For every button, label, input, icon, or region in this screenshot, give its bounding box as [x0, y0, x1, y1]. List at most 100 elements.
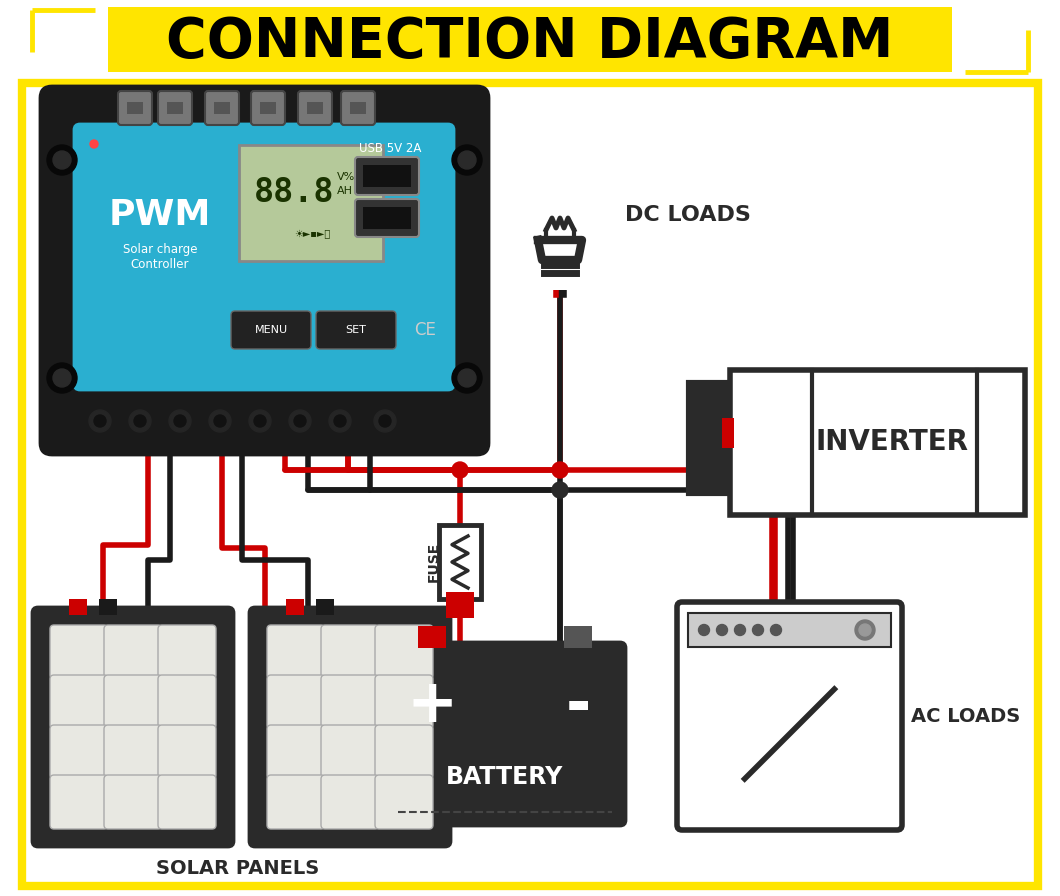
Circle shape: [249, 410, 271, 432]
FancyBboxPatch shape: [688, 613, 891, 647]
FancyBboxPatch shape: [238, 145, 383, 261]
FancyBboxPatch shape: [439, 525, 481, 599]
FancyBboxPatch shape: [50, 725, 108, 779]
Circle shape: [458, 369, 476, 387]
FancyBboxPatch shape: [510, 240, 609, 290]
FancyBboxPatch shape: [214, 102, 230, 114]
Circle shape: [329, 410, 351, 432]
Circle shape: [209, 410, 231, 432]
FancyBboxPatch shape: [363, 207, 411, 229]
FancyBboxPatch shape: [321, 775, 379, 829]
FancyBboxPatch shape: [158, 91, 192, 125]
FancyBboxPatch shape: [32, 607, 234, 847]
Circle shape: [169, 410, 191, 432]
FancyBboxPatch shape: [104, 775, 162, 829]
Text: SOLAR PANELS: SOLAR PANELS: [157, 858, 320, 877]
FancyBboxPatch shape: [260, 102, 276, 114]
FancyBboxPatch shape: [321, 625, 379, 679]
FancyBboxPatch shape: [167, 102, 183, 114]
FancyBboxPatch shape: [231, 311, 311, 349]
FancyBboxPatch shape: [158, 625, 216, 679]
Circle shape: [174, 415, 185, 427]
FancyBboxPatch shape: [249, 607, 450, 847]
Text: ☀►▪►💡: ☀►▪►💡: [294, 228, 330, 238]
Text: SET: SET: [346, 325, 367, 335]
Circle shape: [129, 410, 151, 432]
Text: AH: AH: [337, 186, 353, 196]
FancyBboxPatch shape: [69, 599, 87, 615]
FancyBboxPatch shape: [375, 775, 432, 829]
FancyBboxPatch shape: [286, 599, 304, 615]
FancyBboxPatch shape: [355, 157, 419, 195]
Circle shape: [452, 462, 469, 478]
Circle shape: [294, 415, 306, 427]
FancyBboxPatch shape: [375, 725, 432, 779]
Circle shape: [214, 415, 226, 427]
Text: CONNECTION DIAGRAM: CONNECTION DIAGRAM: [166, 15, 894, 69]
FancyBboxPatch shape: [158, 775, 216, 829]
FancyBboxPatch shape: [363, 165, 411, 187]
FancyBboxPatch shape: [99, 599, 117, 615]
Circle shape: [717, 625, 727, 635]
FancyBboxPatch shape: [104, 675, 162, 729]
FancyBboxPatch shape: [384, 642, 626, 826]
Circle shape: [47, 145, 77, 175]
Text: MENU: MENU: [254, 325, 287, 335]
Circle shape: [334, 415, 346, 427]
Circle shape: [254, 415, 266, 427]
Circle shape: [552, 482, 568, 498]
FancyBboxPatch shape: [267, 725, 325, 779]
Circle shape: [53, 151, 71, 169]
Circle shape: [699, 625, 709, 635]
Circle shape: [94, 415, 106, 427]
FancyBboxPatch shape: [722, 418, 734, 448]
Circle shape: [134, 415, 146, 427]
FancyBboxPatch shape: [418, 626, 446, 648]
FancyBboxPatch shape: [321, 725, 379, 779]
FancyBboxPatch shape: [50, 775, 108, 829]
FancyBboxPatch shape: [341, 91, 375, 125]
Circle shape: [53, 369, 71, 387]
Circle shape: [90, 140, 98, 148]
Circle shape: [379, 415, 391, 427]
FancyBboxPatch shape: [50, 625, 108, 679]
FancyBboxPatch shape: [74, 124, 454, 390]
FancyBboxPatch shape: [104, 625, 162, 679]
FancyBboxPatch shape: [375, 625, 432, 679]
Circle shape: [771, 625, 781, 635]
Text: AC LOADS: AC LOADS: [911, 707, 1020, 726]
Circle shape: [47, 363, 77, 393]
Text: CE: CE: [414, 321, 436, 339]
Circle shape: [753, 625, 763, 635]
FancyBboxPatch shape: [355, 199, 419, 237]
Text: FUSE: FUSE: [427, 542, 441, 582]
FancyBboxPatch shape: [267, 775, 325, 829]
Circle shape: [859, 624, 871, 636]
Text: DC LOADS: DC LOADS: [625, 205, 750, 225]
FancyBboxPatch shape: [251, 91, 285, 125]
Circle shape: [452, 363, 482, 393]
FancyBboxPatch shape: [446, 592, 474, 618]
Text: PWM: PWM: [109, 198, 211, 232]
FancyBboxPatch shape: [40, 86, 489, 455]
FancyBboxPatch shape: [108, 7, 952, 72]
Circle shape: [458, 151, 476, 169]
Circle shape: [855, 620, 874, 640]
Text: -: -: [565, 676, 590, 736]
FancyBboxPatch shape: [350, 102, 366, 114]
FancyBboxPatch shape: [316, 599, 334, 615]
FancyBboxPatch shape: [158, 725, 216, 779]
FancyBboxPatch shape: [564, 626, 591, 648]
Circle shape: [374, 410, 396, 432]
Text: INVERTER: INVERTER: [816, 428, 969, 456]
Text: V%: V%: [337, 172, 355, 182]
Circle shape: [552, 462, 568, 478]
FancyBboxPatch shape: [267, 675, 325, 729]
FancyBboxPatch shape: [688, 382, 734, 494]
FancyBboxPatch shape: [104, 725, 162, 779]
Circle shape: [89, 410, 111, 432]
FancyBboxPatch shape: [375, 675, 432, 729]
Text: USB 5V 2A: USB 5V 2A: [359, 142, 421, 154]
FancyBboxPatch shape: [307, 102, 323, 114]
FancyBboxPatch shape: [730, 370, 1025, 515]
